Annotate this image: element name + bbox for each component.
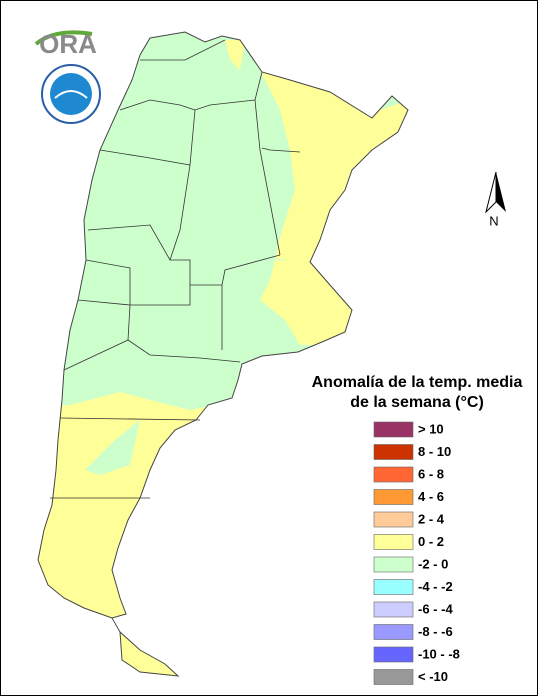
- inta-seal: [41, 64, 101, 124]
- legend-swatch: [373, 534, 414, 550]
- legend-title: Anomalía de la temp. media: [312, 374, 523, 391]
- legend-label: -8 - -6: [418, 624, 453, 639]
- legend-label: 0 - 2: [418, 534, 444, 549]
- legend-label: -2 - 0: [418, 556, 448, 571]
- legend-label: 8 - 10: [418, 444, 451, 459]
- legend-swatch: [373, 646, 414, 663]
- logo-arc: [34, 30, 93, 46]
- legend-swatch: [373, 624, 414, 640]
- legend-label: 2 - 4: [418, 511, 445, 526]
- legend-swatch: [373, 489, 414, 505]
- legend-label: < -10: [418, 669, 448, 684]
- logo-text: ORA: [39, 29, 97, 59]
- legend-swatch: [373, 511, 414, 528]
- legend-swatch: [373, 579, 414, 595]
- legend-swatch: [373, 556, 414, 573]
- legend-swatch: [373, 669, 414, 685]
- north-arrow: N: [485, 171, 506, 228]
- legend-label: -4 - -2: [418, 579, 453, 594]
- legend: Anomalía de la temp. media de la semana …: [312, 374, 523, 685]
- legend-label: -10 - -8: [418, 646, 460, 661]
- ora-logo: ORA: [34, 29, 97, 59]
- legend-swatch: [373, 421, 414, 438]
- legend-swatch: [373, 601, 414, 618]
- legend-label: 4 - 6: [418, 489, 444, 504]
- legend-title: de la semana (°C): [350, 394, 484, 411]
- legend-label: 6 - 8: [418, 466, 444, 481]
- legend-swatch: [373, 444, 414, 460]
- north-label: N: [489, 213, 498, 228]
- legend-label: -6 - -4: [418, 601, 453, 616]
- legend-label: > 10: [418, 421, 444, 436]
- legend-swatch: [373, 466, 414, 483]
